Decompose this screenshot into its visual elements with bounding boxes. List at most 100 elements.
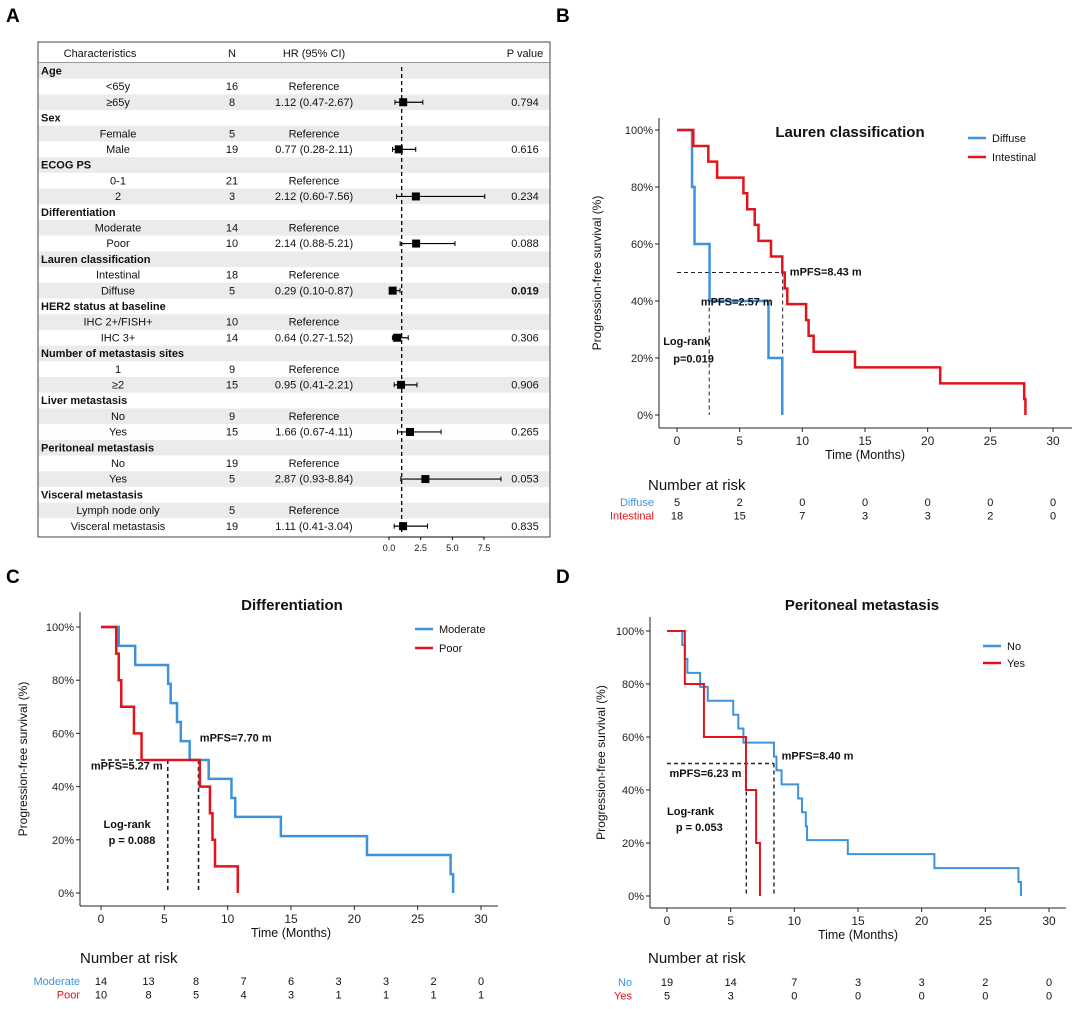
risk-count: 2 (737, 497, 743, 509)
n-value: 15 (226, 427, 238, 439)
group-header-label: HER2 status at baseline (41, 301, 166, 313)
forest-x-tick-label: 0.0 (383, 543, 396, 553)
y-tick-label: 0% (628, 891, 644, 903)
hr-ci-text: Reference (289, 411, 340, 423)
n-value: 16 (226, 81, 238, 93)
risk-count: 3 (383, 976, 389, 988)
n-value: 19 (226, 458, 238, 470)
hr-ci-text: Reference (289, 175, 340, 187)
hr-ci-text: 1.11 (0.41-3.04) (275, 521, 352, 533)
risk-count: 1 (335, 990, 341, 1002)
risk-count: 3 (925, 511, 931, 523)
y-tick-label: 40% (622, 785, 644, 797)
legend-label: Intestinal (992, 152, 1036, 164)
hr-point-marker (394, 145, 403, 154)
hr-point-marker (399, 522, 408, 531)
level-label: IHC 3+ (101, 332, 136, 344)
row-band (38, 282, 550, 299)
survival-curve-poor (101, 625, 240, 893)
hr-ci-text: 0.64 (0.27-1.52) (275, 332, 353, 344)
chart-title: Lauren classification (775, 124, 924, 141)
risk-count: 1 (383, 990, 389, 1002)
forest-x-tick-label: 5.0 (446, 543, 459, 553)
risk-count: 0 (982, 991, 988, 1003)
row-band (38, 94, 550, 111)
level-label: Intestinal (96, 270, 140, 282)
group-header-label: Number of metastasis sites (41, 348, 184, 360)
panel-label-c: C (6, 567, 20, 588)
panel-label-a: A (6, 6, 20, 27)
panel-label-b: B (556, 6, 570, 27)
n-value: 19 (226, 521, 238, 533)
n-value: 9 (229, 411, 235, 423)
hr-ci-text: 0.29 (0.10-0.87) (275, 285, 353, 297)
level-label: Female (100, 128, 137, 140)
n-value: 5 (229, 505, 235, 517)
annotation-label: mPFS=2.57 m (701, 296, 773, 308)
n-value: 14 (226, 332, 238, 344)
y-tick-label: 60% (622, 732, 644, 744)
annotation-label: p=0.019 (673, 353, 714, 365)
y-tick-label: 80% (631, 182, 653, 194)
x-tick-label: 20 (348, 912, 362, 926)
risk-count: 3 (855, 977, 861, 989)
risk-count: 4 (240, 990, 246, 1002)
risk-count: 15 (734, 511, 746, 523)
column-header-hr: HR (95% CI) (283, 48, 345, 60)
risk-count: 3 (862, 511, 868, 523)
level-label: 1 (115, 364, 121, 376)
level-label: 0-1 (110, 175, 126, 187)
n-value: 18 (226, 270, 238, 282)
n-value: 19 (226, 144, 238, 156)
annotation-label: mPFS=6.23 m (670, 768, 742, 780)
hr-ci-text: Reference (289, 270, 340, 282)
level-label: IHC 2+/FISH+ (83, 317, 152, 329)
y-tick-label: 60% (52, 728, 74, 740)
risk-table-title: Number at risk (80, 950, 178, 967)
p-value: 0.234 (511, 191, 539, 203)
x-tick-label: 5 (727, 914, 734, 928)
x-tick-label: 15 (858, 434, 872, 448)
x-tick-label: 10 (788, 914, 802, 928)
row-band (38, 125, 550, 142)
risk-count: 3 (728, 991, 734, 1003)
row-band (38, 439, 550, 456)
hr-point-marker (411, 192, 420, 201)
level-label: Visceral metastasis (71, 521, 166, 533)
x-tick-label: 20 (915, 914, 929, 928)
x-axis-title: Time (Months) (825, 448, 905, 462)
p-value: 0.794 (511, 97, 539, 109)
annotation-label: mPFS=7.70 m (200, 732, 272, 744)
hr-point-marker (421, 475, 430, 484)
hr-ci-text: Reference (289, 128, 340, 140)
risk-count: 3 (335, 976, 341, 988)
annotation-label: Log-rank (663, 336, 711, 348)
risk-count: 13 (142, 976, 154, 988)
level-label: ≥65y (106, 97, 130, 109)
survival-curve-no (667, 630, 1022, 896)
survival-curve-intestinal (677, 128, 1027, 415)
legend-label: Yes (1007, 658, 1025, 670)
level-label: No (111, 411, 125, 423)
risk-count: 0 (987, 497, 993, 509)
hr-point-marker (406, 427, 415, 436)
hr-ci-text: Reference (289, 81, 340, 93)
n-value: 5 (229, 285, 235, 297)
hr-ci-text: Reference (289, 458, 340, 470)
forest-frame (37, 41, 551, 538)
risk-count: 3 (288, 990, 294, 1002)
risk-row-label: Poor (57, 990, 81, 1002)
level-label: Moderate (95, 223, 141, 235)
hr-ci-text: 1.12 (0.47-2.67) (275, 97, 353, 109)
y-tick-label: 0% (637, 410, 653, 422)
hr-ci-text: Reference (289, 223, 340, 235)
annotation-label: Log-rank (104, 819, 152, 831)
p-value: 0.835 (511, 521, 539, 533)
level-label: 2 (115, 191, 121, 203)
x-tick-label: 15 (851, 914, 865, 928)
y-tick-label: 100% (46, 622, 74, 634)
km-panel-c: 0 5 10 15 20 25 300%20%40%60%80%100%Time (Mont… (16, 597, 498, 1002)
risk-count: 14 (95, 976, 107, 988)
level-label: Diffuse (101, 285, 135, 297)
n-value: 10 (226, 317, 238, 329)
